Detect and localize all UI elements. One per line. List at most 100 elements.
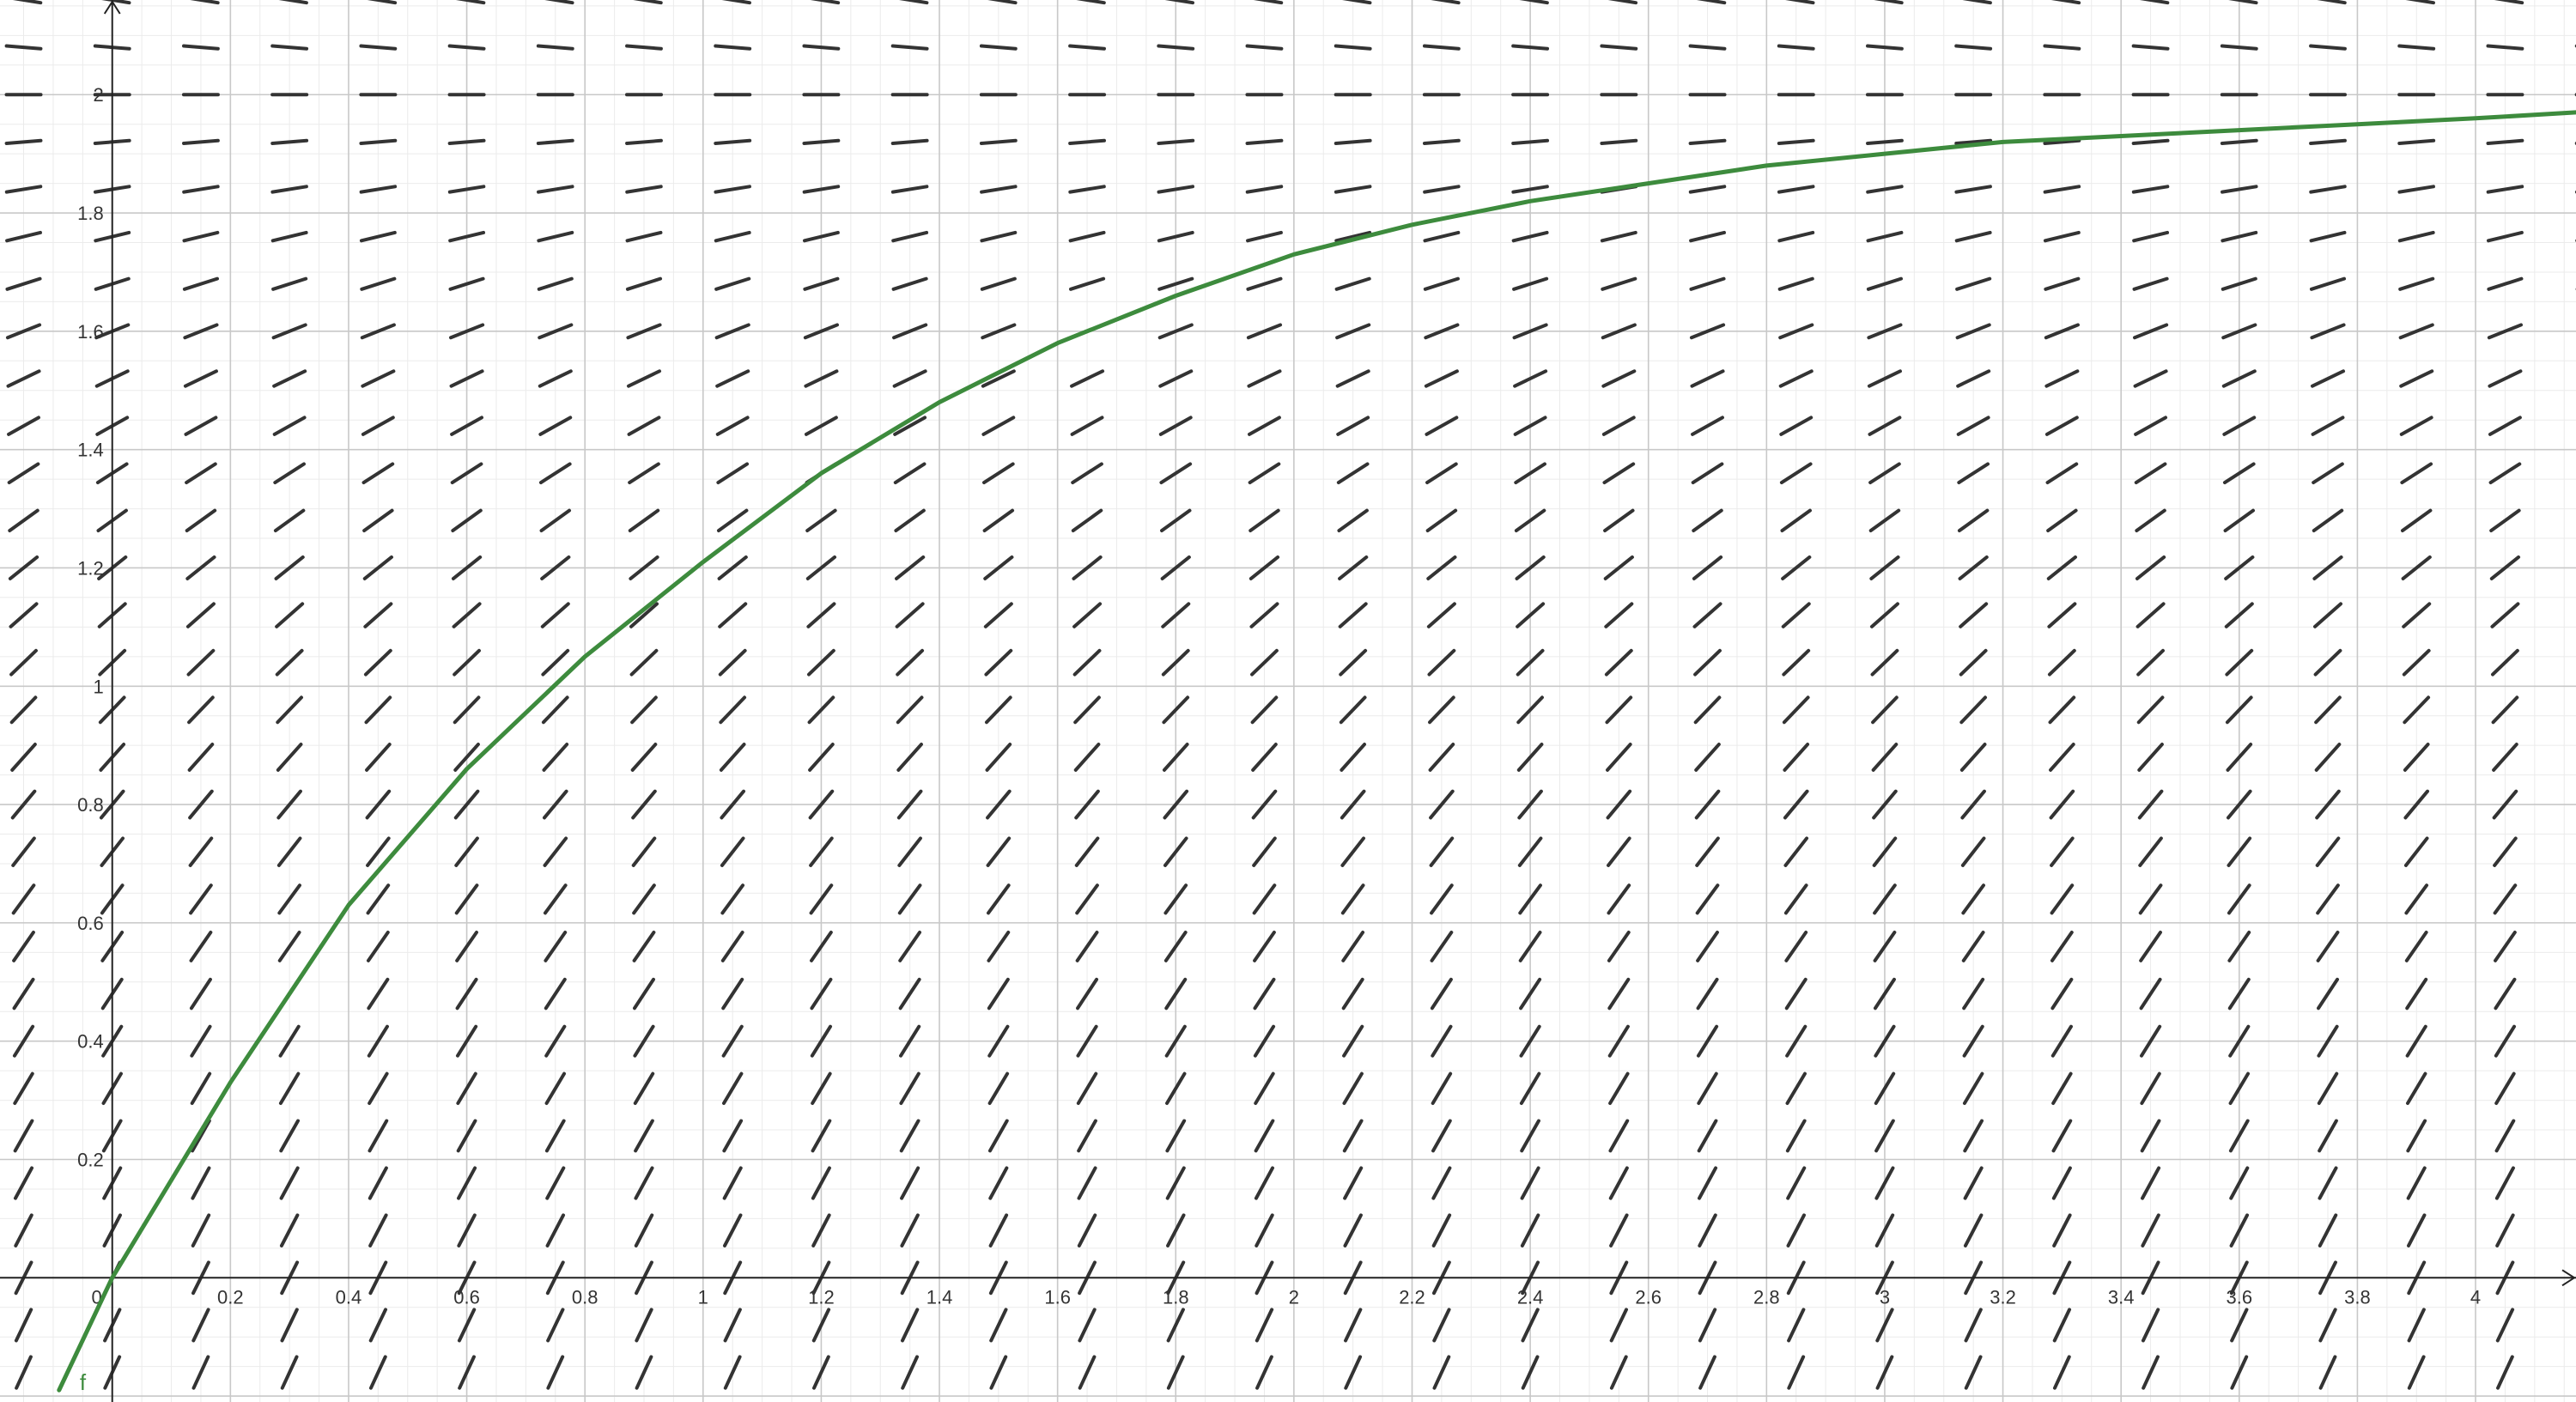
slope-segment [186,648,216,677]
slope-segment [1867,369,1902,388]
slope-segment [2491,648,2519,677]
slope-segment [1514,462,1546,485]
slope-segment [270,44,309,51]
slope-segment [631,836,657,867]
slope-segment [544,1071,567,1106]
slope-segment [625,138,663,145]
slope-segment [187,695,215,725]
slope-segment [1518,931,1542,962]
slope-segment [1688,44,1727,51]
slope-segment [980,185,1018,194]
slope-segment [2494,1071,2516,1106]
slope-segment [625,44,663,51]
slope-segment [2404,883,2429,915]
slope-segment [1869,555,1900,580]
slope-segment [1068,44,1106,51]
slope-segment [1511,44,1550,51]
slope-segment [811,1308,831,1343]
slope-segment [714,276,751,291]
slope-segment [714,44,752,51]
slope-segment [277,931,301,962]
slope-segment [5,276,42,291]
slope-segment [1074,789,1100,820]
slope-segment [2222,416,2257,436]
slope-segment [1960,789,1986,820]
slope-segment [453,648,481,677]
slope-segment [1251,743,1278,772]
slope-segment [1688,138,1727,145]
slope-segment [2403,743,2430,772]
slope-segment [891,230,929,243]
slope-segment [2046,508,2078,533]
slope-segment [4,44,43,51]
slope-segment [368,1308,388,1343]
slope-segment [896,648,925,677]
slope-segment [719,695,747,725]
slope-segment [2134,462,2167,485]
slope-segment [546,1355,565,1390]
slope-segment [890,44,929,51]
slope-segment [2317,0,2347,5]
slope-segment [2135,555,2166,580]
x-tick-label: 3.6 [2227,1286,2253,1308]
slope-segment [182,44,220,51]
slope-segment [1603,508,1635,533]
slope-segment [980,276,1017,291]
slope-segment [9,602,39,628]
series-line-f [57,110,2576,1393]
slope-segment [1428,695,1455,725]
slope-segment [1164,0,1195,5]
slope-segment [183,323,219,340]
slope-segment [2223,508,2256,533]
slope-segment [182,230,220,243]
slope-segment [2406,1119,2427,1153]
slope-segment [810,0,841,5]
slope-segment [2405,977,2428,1011]
slope-segment [1078,1308,1097,1343]
slope-segment [2494,1119,2516,1153]
slope-segment [270,230,308,243]
slope-segment [2317,1071,2339,1106]
slope-segment [2487,276,2524,291]
slope-segment [2138,836,2163,867]
slope-segment [1871,743,1899,772]
slope-segment [1340,836,1365,867]
slope-segment [2406,1071,2427,1106]
slope-segment [1698,1308,1717,1343]
slope-segment [1077,1166,1097,1200]
slope-segment [546,1308,565,1343]
slope-segment [1783,743,1810,772]
slope-segment [1430,883,1454,915]
y-tick-label: 0.2 [77,1149,104,1170]
slope-segment [447,185,486,194]
slope-segment [2318,1166,2338,1200]
slope-segment [2489,555,2521,580]
slope-segment [627,416,661,436]
slope-segment [633,977,655,1011]
slope-segment [1157,276,1194,291]
slope-segment [1516,648,1545,677]
slope-segment [896,695,924,725]
slope-segment [984,648,1013,677]
slope-segment [721,0,751,5]
slope-segment [2311,416,2345,436]
slope-segment [1425,416,1459,436]
slope-segment [185,462,217,485]
slope-segment [2227,977,2251,1011]
slope-segment [2403,836,2429,867]
y-tick-label: 1.2 [77,557,104,579]
slope-segment [720,931,744,962]
slope-segment [2141,1166,2161,1200]
slope-segment [191,1308,210,1343]
slope-segment [2488,416,2522,436]
slope-segment [1513,416,1547,436]
slope-segment [1431,0,1461,5]
slope-segment [2312,462,2344,485]
slope-segment [1342,1119,1364,1153]
slope-segment [809,836,834,867]
slope-segment [1606,743,1632,772]
slope-segment [1955,323,1991,340]
slope-segment [721,1024,744,1058]
slope-segment [1963,1119,1984,1153]
